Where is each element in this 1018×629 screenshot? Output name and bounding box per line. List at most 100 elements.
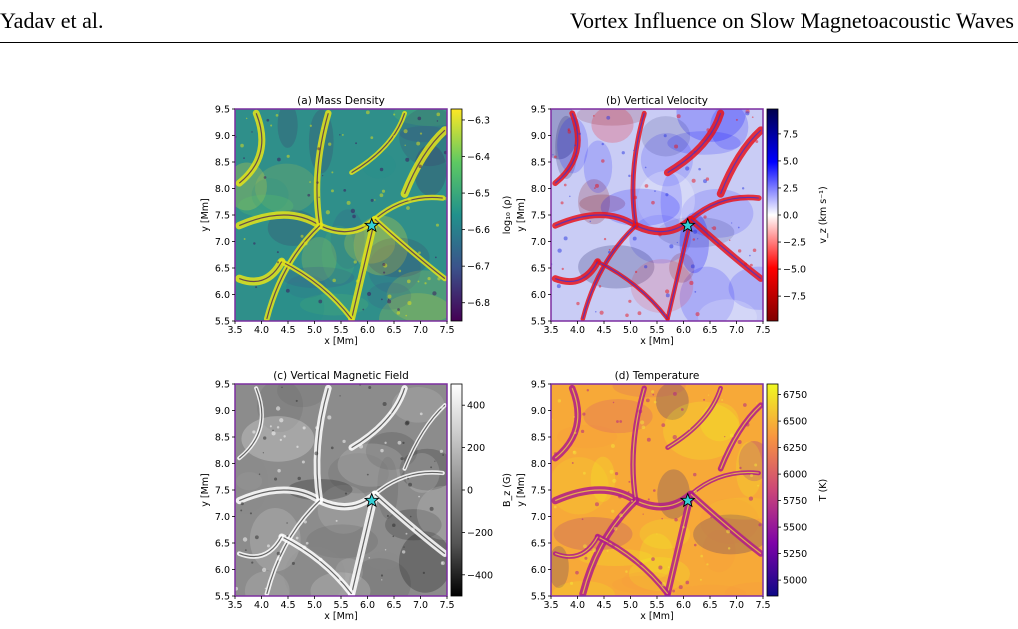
panel-c: (c) Vertical Magnetic Field 3.5 4.0 4.5 5.0 5… [200,370,513,622]
y-tick-label: 9.5 [215,380,230,391]
colorbar-tick-label: 5250 [783,549,807,560]
panel-title-a: (a) Mass Density [297,95,385,107]
x-axis-label: x [Mm] [324,336,358,347]
x-tick-label: 4.5 [280,600,295,611]
y-tick-label: 9.5 [531,380,546,391]
x-tick-label: 4.5 [596,325,611,336]
x-tick-label: 5.0 [623,600,638,611]
x-tick-label: 6.5 [386,325,401,336]
y-tick-label: 8.0 [531,184,546,195]
colorbar-tick-label: 6250 [783,443,807,454]
colorbar-tick-label: −6.4 [467,152,490,163]
star-icon [679,217,696,233]
y-tick-label: 6.0 [215,565,230,576]
y-tick-label: 7.5 [531,486,546,497]
y-tick-label: 5.5 [531,592,546,603]
map-image-d [551,384,763,596]
colorbar-tick-label: −2.5 [783,238,806,249]
colorbar-tick-label: −400 [467,570,493,581]
panel-title-c: (c) Vertical Magnetic Field [273,370,409,382]
colorbar-tick-label: 6750 [783,390,807,401]
colorbar-tick-label: 5500 [783,523,807,534]
y-tick-label: 8.5 [531,158,546,169]
y-tick-label: 6.5 [531,539,546,550]
y-tick-label: 7.5 [215,486,230,497]
x-tick-label: 5.5 [649,600,664,611]
colorbar-tick-label: 200 [467,443,485,454]
colorbar-tick-label: 5000 [783,576,807,587]
map-image-a [235,109,447,321]
y-tick-label: 9.0 [531,406,546,417]
y-tick-label: 6.5 [215,264,230,275]
x-tick-label: 4.5 [596,600,611,611]
panel-title-d: (d) Temperature [615,370,700,382]
x-tick-label: 6.0 [676,600,691,611]
running-title: Vortex Influence on Slow Magnetoacoustic… [569,8,1014,33]
panel-a: (a) Mass Density 3.5 4.0 4.5 5.0 5.5 6.0 6.5 7.0… [200,95,513,347]
x-tick-label: 5.5 [333,600,348,611]
x-axis-label: x [Mm] [640,611,674,622]
star-icon [363,492,380,508]
y-tick-label: 7.5 [215,211,230,222]
x-tick-label: 5.0 [307,600,322,611]
y-tick-label: 6.5 [531,264,546,275]
y-axis-label: y [Mm] [200,473,211,507]
colorbar-tick-label: 5750 [783,496,807,507]
y-axis-label: y [Mm] [516,198,527,232]
x-tick-label: 6.0 [360,600,375,611]
colorbar-d [766,383,779,597]
y-tick-label: 5.5 [215,592,230,603]
colorbar-tick-label: 7.5 [783,129,798,140]
x-tick-label: 7.5 [755,325,770,336]
y-tick-label: 5.5 [215,317,230,328]
x-tick-label: 6.5 [702,600,717,611]
colorbar-a [450,108,463,322]
x-tick-label: 5.0 [307,325,322,336]
colorbar-tick-label: 6000 [783,470,807,481]
star-icon [363,217,380,233]
panel-b: (b) Vertical Velocity 3.5 4.0 4.5 5.0 5.5 6.0 6… [516,95,829,347]
colorbar-c [450,383,463,597]
y-tick-label: 7.0 [215,237,230,248]
y-tick-label: 8.5 [215,158,230,169]
colorbar-tick-label: 2.5 [783,183,798,194]
y-tick-label: 9.5 [215,105,230,116]
colorbar-tick-label: −5.0 [783,265,806,276]
x-tick-label: 7.0 [729,600,744,611]
colorbar-tick-label: 5.0 [783,156,798,167]
x-tick-label: 4.0 [254,600,269,611]
map-image-b [551,109,763,321]
y-tick-label: 7.0 [215,512,230,523]
colorbar-tick-label: −6.3 [467,115,490,126]
x-tick-label: 4.0 [570,600,585,611]
x-tick-label: 3.5 [227,600,242,611]
y-tick-label: 6.5 [215,539,230,550]
y-tick-label: 8.0 [531,459,546,470]
y-tick-label: 9.0 [215,131,230,142]
x-tick-label: 7.5 [439,600,454,611]
colorbar-tick-label: −6.5 [467,189,490,200]
running-authors: Yadav et al. [0,8,104,33]
x-tick-label: 7.5 [439,325,454,336]
colorbar-tick-label: −200 [467,528,493,539]
x-tick-label: 3.5 [227,325,242,336]
x-tick-label: 4.0 [254,325,269,336]
colorbar-label: log₁₀ (ρ) [502,196,513,235]
y-tick-label: 8.5 [215,433,230,444]
colorbar-tick-label: 6500 [783,417,807,428]
y-tick-label: 8.5 [531,433,546,444]
y-tick-label: 6.0 [531,290,546,301]
y-tick-label: 9.0 [215,406,230,417]
page-header: Yadav et al. Vortex Influence on Slow Ma… [0,0,1018,44]
panel-d: (d) Temperature 3.5 4.0 4.5 5.0 5.5 6.0 6.5 7.0 7… [516,370,829,622]
y-tick-label: 9.0 [531,131,546,142]
panel-title-b: (b) Vertical Velocity [606,95,708,107]
colorbar-tick-label: 0.0 [783,211,798,222]
map-image-c [235,384,447,596]
y-tick-label: 6.0 [215,290,230,301]
y-tick-label: 6.0 [531,565,546,576]
y-tick-label: 7.0 [531,237,546,248]
x-tick-label: 6.5 [386,600,401,611]
colorbar-tick-label: 400 [467,401,485,412]
y-tick-label: 5.5 [531,317,546,328]
